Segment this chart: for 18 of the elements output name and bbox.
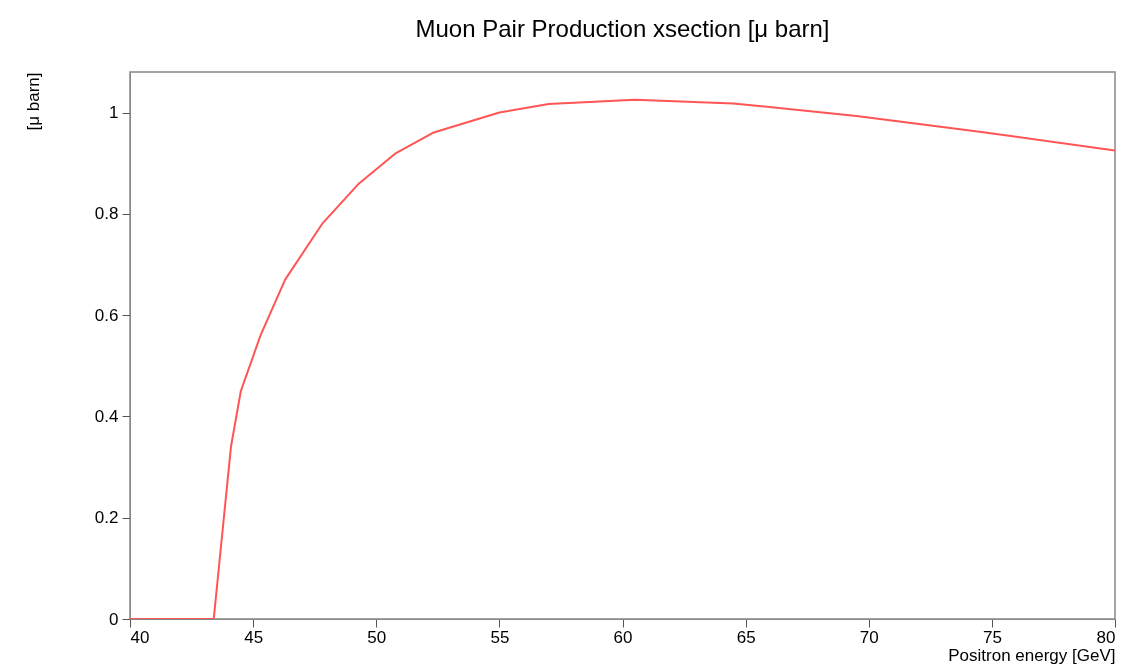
y-tick-label: 0.8	[94, 204, 119, 224]
x-tick-label: 55	[490, 627, 510, 647]
x-tick-label: 50	[367, 627, 387, 647]
y-tick-label: 1	[109, 103, 119, 123]
x-tick-label: 80	[1096, 627, 1116, 647]
x-tick-label: 45	[244, 627, 264, 647]
chart-title: Muon Pair Production xsection [μ barn]	[415, 15, 830, 42]
y-tick-label: 0	[109, 609, 119, 629]
x-tick-label: 70	[859, 627, 879, 647]
y-tick-label: 0.2	[94, 508, 119, 528]
y-tick-label: 0.4	[94, 406, 119, 426]
x-tick-label: 60	[613, 627, 633, 647]
x-tick-label: 75	[982, 627, 1002, 647]
x-axis-title: Positron energy [GeV]	[948, 645, 1116, 665]
x-tick-label: 40	[130, 627, 150, 647]
x-tick-label: 65	[736, 627, 756, 647]
y-tick-label: 0.6	[94, 305, 119, 325]
y-axis-title: [μ barn]	[23, 72, 43, 131]
